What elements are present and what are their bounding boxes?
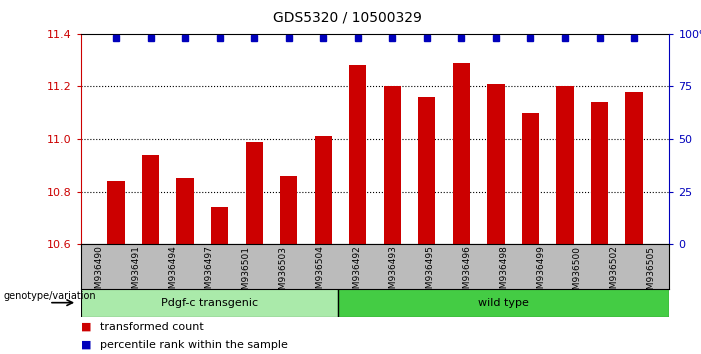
Bar	[245, 142, 263, 244]
Bar	[453, 63, 470, 244]
Bar	[625, 92, 643, 244]
Bar	[211, 207, 229, 244]
Text: GSM936490: GSM936490	[95, 246, 104, 301]
Bar	[487, 84, 505, 244]
Text: GSM936499: GSM936499	[536, 246, 545, 301]
Bar	[591, 102, 608, 244]
Bar	[142, 155, 159, 244]
Bar	[349, 65, 367, 244]
Text: GSM936503: GSM936503	[278, 246, 287, 301]
Bar	[522, 113, 539, 244]
Bar	[315, 136, 332, 244]
Text: ■: ■	[81, 322, 91, 332]
Text: percentile rank within the sample: percentile rank within the sample	[100, 340, 288, 350]
Text: transformed count: transformed count	[100, 322, 204, 332]
Text: GSM936491: GSM936491	[131, 246, 140, 301]
Text: GSM936495: GSM936495	[426, 246, 435, 301]
Bar	[280, 176, 297, 244]
Text: GSM936497: GSM936497	[205, 246, 214, 301]
Bar	[383, 86, 401, 244]
Bar	[338, 289, 669, 317]
Text: GSM936502: GSM936502	[610, 246, 619, 301]
Bar	[81, 289, 338, 317]
Bar	[557, 86, 573, 244]
Text: GSM936505: GSM936505	[646, 246, 655, 301]
Text: genotype/variation: genotype/variation	[4, 291, 96, 301]
Text: GSM936504: GSM936504	[315, 246, 325, 301]
Text: ■: ■	[81, 340, 91, 350]
Text: GSM936500: GSM936500	[573, 246, 582, 301]
Text: GSM936493: GSM936493	[389, 246, 398, 301]
Text: GSM936498: GSM936498	[499, 246, 508, 301]
Text: Pdgf-c transgenic: Pdgf-c transgenic	[161, 298, 258, 308]
Bar	[107, 181, 125, 244]
Bar	[418, 97, 435, 244]
Text: GSM936492: GSM936492	[352, 246, 361, 300]
Text: wild type: wild type	[478, 298, 529, 308]
Text: GSM936501: GSM936501	[242, 246, 251, 301]
Text: GSM936494: GSM936494	[168, 246, 177, 300]
Text: GDS5320 / 10500329: GDS5320 / 10500329	[273, 11, 421, 25]
Bar	[177, 178, 193, 244]
Text: GSM936496: GSM936496	[463, 246, 472, 301]
